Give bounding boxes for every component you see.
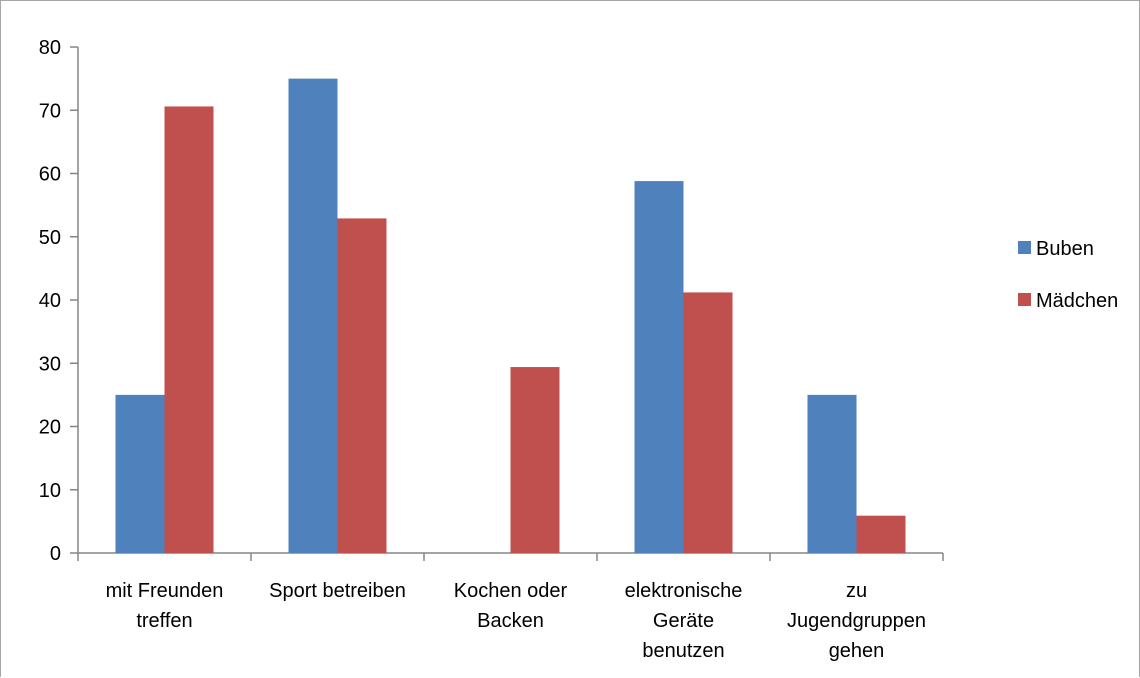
x-category-label: Sport betreiben bbox=[269, 580, 406, 602]
y-tick-label: 60 bbox=[39, 164, 61, 186]
bar-m-dchen bbox=[510, 367, 560, 553]
y-tick-label: 70 bbox=[39, 100, 61, 122]
legend-label: Buben bbox=[1036, 238, 1094, 260]
y-tick-label: 30 bbox=[39, 353, 61, 375]
y-tick-label: 40 bbox=[39, 290, 61, 312]
x-category-label: zu Jugendgruppen gehen bbox=[787, 580, 926, 662]
bar-m-dchen bbox=[164, 106, 214, 553]
y-tick-label: 0 bbox=[50, 543, 61, 565]
bar-m-dchen bbox=[337, 218, 387, 553]
bar-buben bbox=[115, 394, 165, 553]
bar-buben bbox=[807, 394, 857, 553]
x-category-label: mit Freunden treffen bbox=[106, 580, 224, 632]
bar-m-dchen bbox=[683, 292, 733, 553]
y-tick-label: 50 bbox=[39, 227, 61, 249]
legend: Buben Mädchen bbox=[1018, 238, 1118, 312]
y-tick-label: 10 bbox=[39, 480, 61, 502]
y-tick-label: 80 bbox=[39, 37, 61, 59]
legend-label: Mädchen bbox=[1036, 290, 1118, 312]
x-category-label: elektronische Geräte benutzen bbox=[625, 580, 743, 662]
bars bbox=[115, 78, 906, 553]
bar-buben bbox=[288, 78, 338, 553]
legend-swatch bbox=[1018, 241, 1031, 254]
bar-m-dchen bbox=[856, 515, 906, 553]
bar-buben bbox=[634, 181, 684, 553]
y-axis: 0 10 20 30 40 50 60 70 80 bbox=[39, 37, 79, 565]
x-axis: mit Freunden treffen Sport betreiben Kochen… bbox=[77, 552, 944, 662]
legend-swatch bbox=[1018, 293, 1031, 306]
x-category-label: Kochen oder Backen bbox=[454, 580, 568, 632]
y-tick-label: 20 bbox=[39, 417, 61, 439]
